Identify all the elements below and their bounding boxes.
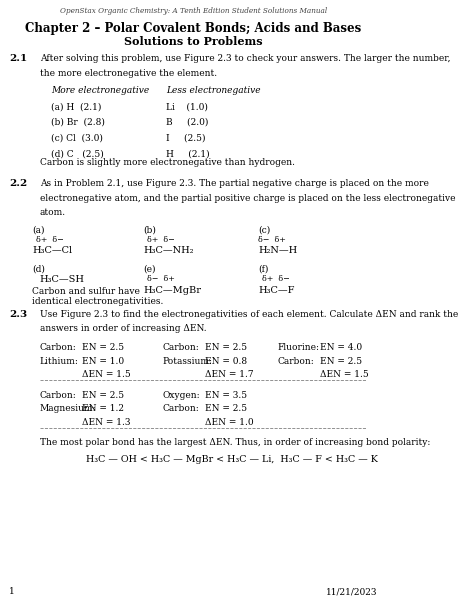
Text: 2.3: 2.3	[9, 310, 27, 319]
Text: δ−  δ+: δ− δ+	[147, 275, 175, 283]
Text: H₃C—Cl: H₃C—Cl	[32, 246, 72, 255]
Text: Lithium:: Lithium:	[40, 357, 79, 365]
Text: Potassium:: Potassium:	[163, 357, 212, 365]
Text: δ−  δ+: δ− δ+	[258, 236, 286, 244]
Text: electronegative atom, and the partial positive charge is placed on the less elec: electronegative atom, and the partial po…	[40, 194, 455, 203]
Text: δ+  δ−: δ+ δ−	[262, 275, 290, 283]
Text: EN = 1.0: EN = 1.0	[82, 357, 124, 365]
Text: Carbon:: Carbon:	[40, 391, 76, 400]
Text: H₃C—SH: H₃C—SH	[40, 275, 85, 284]
Text: (d): (d)	[32, 264, 45, 273]
Text: EN = 2.5: EN = 2.5	[205, 344, 247, 353]
Text: H₃C—F: H₃C—F	[258, 285, 295, 295]
Text: answers in order of increasing ΔEN.: answers in order of increasing ΔEN.	[40, 324, 206, 333]
Text: (f): (f)	[258, 264, 269, 273]
Text: EN = 3.5: EN = 3.5	[205, 391, 247, 400]
Text: Fluorine:: Fluorine:	[278, 344, 319, 353]
Text: (e): (e)	[143, 264, 156, 273]
Text: (d) C   (2.5): (d) C (2.5)	[51, 149, 104, 158]
Text: Oxygen:: Oxygen:	[163, 391, 200, 400]
Text: (c): (c)	[258, 225, 271, 234]
Text: ΔEN = 1.5: ΔEN = 1.5	[82, 370, 131, 379]
Text: 11/21/2023: 11/21/2023	[326, 587, 377, 596]
Text: (b): (b)	[143, 225, 156, 234]
Text: H     (2.1): H (2.1)	[166, 149, 210, 158]
Text: I     (2.5): I (2.5)	[166, 133, 206, 142]
Text: EN = 2.5: EN = 2.5	[82, 344, 124, 353]
Text: δ+  δ−: δ+ δ−	[147, 236, 175, 244]
Text: H₃C—NH₂: H₃C—NH₂	[143, 246, 194, 255]
Text: OpenStax Organic Chemistry: A Tenth Edition Student Solutions Manual: OpenStax Organic Chemistry: A Tenth Edit…	[60, 7, 327, 15]
Text: ΔEN = 1.7: ΔEN = 1.7	[205, 370, 253, 379]
Text: atom.: atom.	[40, 208, 66, 218]
Text: (b) Br  (2.8): (b) Br (2.8)	[51, 118, 105, 127]
Text: 2.2: 2.2	[9, 179, 27, 188]
Text: Li    (1.0): Li (1.0)	[166, 102, 208, 111]
Text: Chapter 2 – Polar Covalent Bonds; Acids and Bases: Chapter 2 – Polar Covalent Bonds; Acids …	[25, 22, 361, 35]
Text: Carbon is slightly more electronegative than hydrogen.: Carbon is slightly more electronegative …	[40, 158, 295, 167]
Text: Less electronegative: Less electronegative	[166, 87, 261, 95]
Text: After solving this problem, use Figure 2.3 to check your answers. The larger the: After solving this problem, use Figure 2…	[40, 55, 450, 64]
Text: (a): (a)	[32, 225, 45, 234]
Text: Use Figure 2.3 to find the electronegativities of each element. Calculate ΔEN an: Use Figure 2.3 to find the electronegati…	[40, 310, 458, 319]
Text: More electronegative: More electronegative	[51, 87, 149, 95]
Text: Carbon:: Carbon:	[163, 404, 199, 413]
Text: Carbon:: Carbon:	[40, 344, 76, 353]
Text: ΔEN = 1.3: ΔEN = 1.3	[82, 418, 130, 427]
Text: δ+  δ−: δ+ δ−	[36, 236, 64, 244]
Text: 1: 1	[9, 587, 15, 596]
Text: (a) H  (2.1): (a) H (2.1)	[51, 102, 101, 111]
Text: the more electronegative the element.: the more electronegative the element.	[40, 69, 217, 78]
Text: EN = 4.0: EN = 4.0	[320, 344, 362, 353]
Text: ΔEN = 1.5: ΔEN = 1.5	[320, 370, 368, 379]
Text: Carbon:: Carbon:	[278, 357, 314, 365]
Text: ΔEN = 1.0: ΔEN = 1.0	[205, 418, 253, 427]
Text: Solutions to Problems: Solutions to Problems	[124, 36, 263, 47]
Text: 2.1: 2.1	[9, 55, 27, 64]
Text: EN = 2.5: EN = 2.5	[205, 404, 247, 413]
Text: H₂N—H: H₂N—H	[258, 246, 298, 255]
Text: Carbon and sulfur have: Carbon and sulfur have	[32, 287, 140, 296]
Text: H₃C—MgBr: H₃C—MgBr	[143, 285, 201, 295]
Text: B     (2.0): B (2.0)	[166, 118, 209, 127]
Text: EN = 1.2: EN = 1.2	[82, 404, 124, 413]
Text: Carbon:: Carbon:	[163, 344, 199, 353]
Text: EN = 0.8: EN = 0.8	[205, 357, 247, 365]
Text: identical electronegativities.: identical electronegativities.	[32, 297, 164, 306]
Text: The most polar bond has the largest ΔEN. Thus, in order of increasing bond polar: The most polar bond has the largest ΔEN.…	[40, 438, 430, 447]
Text: EN = 2.5: EN = 2.5	[320, 357, 362, 365]
Text: As in Problem 2.1, use Figure 2.3. The partial negative charge is placed on the : As in Problem 2.1, use Figure 2.3. The p…	[40, 179, 428, 188]
Text: (c) Cl  (3.0): (c) Cl (3.0)	[51, 133, 103, 142]
Text: Magnesium:: Magnesium:	[40, 404, 96, 413]
Text: EN = 2.5: EN = 2.5	[82, 391, 124, 400]
Text: H₃C — OH < H₃C — MgBr < H₃C — Li,  H₃C — F < H₃C — K: H₃C — OH < H₃C — MgBr < H₃C — Li, H₃C — …	[86, 455, 378, 464]
